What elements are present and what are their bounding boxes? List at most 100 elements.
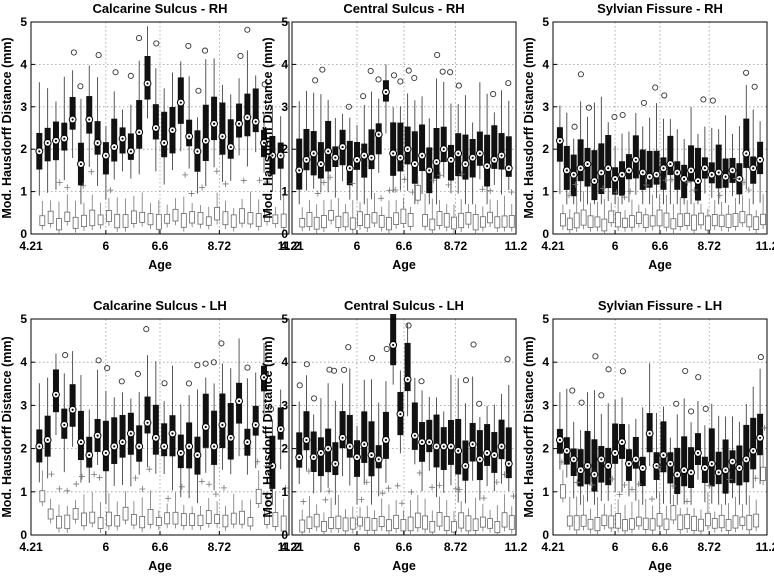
box (635, 211, 642, 224)
outlier-marker (609, 475, 616, 482)
outlier-marker (445, 181, 452, 188)
y-tick-label: 3 (20, 398, 27, 412)
outlier-marker (320, 179, 327, 186)
median-dot (593, 473, 596, 476)
outlier-marker (588, 482, 595, 489)
outlier-marker (78, 473, 85, 480)
box (357, 211, 363, 226)
y-axis-label: Mod. Hausdorff Distance (mm) (522, 336, 536, 517)
chart-title: Sylvian Fissure - LH (598, 298, 722, 313)
outlier-marker (95, 52, 102, 59)
box (580, 514, 587, 527)
outlier-marker (709, 97, 716, 104)
outlier-marker (458, 171, 465, 178)
box (255, 488, 262, 505)
box (711, 214, 718, 227)
outlier-marker (305, 468, 312, 475)
box (296, 432, 303, 468)
box (205, 216, 212, 226)
median-dot (355, 456, 359, 459)
outlier-marker (673, 400, 680, 407)
outlier-marker (56, 179, 63, 186)
box (743, 118, 750, 168)
outlier-marker (312, 77, 319, 84)
median-dot (593, 179, 596, 183)
median-dot (384, 438, 388, 442)
box (378, 215, 385, 228)
outlier-marker (378, 195, 385, 202)
outlier-marker (619, 111, 626, 119)
x-axis-label: Age (148, 559, 172, 573)
box (161, 111, 168, 158)
box (64, 211, 71, 222)
median-dot (703, 466, 706, 470)
x-axis-label: Age (648, 559, 672, 573)
x-axis-label: Age (148, 258, 172, 272)
box (139, 211, 146, 223)
median-dot (121, 137, 124, 140)
x-tick-label: 6 (354, 239, 361, 253)
outlier-marker (218, 340, 225, 347)
median-dot (104, 154, 108, 157)
box (325, 120, 332, 172)
outlier-marker (649, 496, 656, 503)
x-tick-label: 6 (102, 540, 109, 554)
median-dot (449, 158, 453, 161)
box (69, 96, 76, 130)
outlier-marker (104, 365, 111, 372)
box (660, 421, 667, 473)
median-dot (758, 158, 762, 161)
box (462, 440, 469, 481)
box (222, 211, 229, 226)
median-dot (745, 152, 748, 155)
median-dot (710, 173, 713, 176)
median-dot (662, 167, 665, 170)
outlier-marker (139, 485, 146, 492)
x-tick-label: 8.72 (208, 540, 232, 554)
box (239, 510, 245, 525)
outlier-marker (479, 186, 486, 193)
box (272, 512, 279, 527)
box (114, 515, 121, 527)
outlier-marker (367, 67, 374, 74)
median-dot (449, 445, 453, 448)
box (230, 512, 237, 525)
median-dot (579, 469, 582, 472)
y-tick-label: 2 (281, 442, 288, 456)
box (144, 396, 151, 434)
box (407, 516, 414, 532)
box (197, 514, 204, 527)
median-dot (572, 458, 575, 461)
median-dot (384, 90, 388, 94)
outlier-marker (504, 356, 511, 363)
box (214, 207, 220, 221)
box (39, 215, 46, 226)
outlier-marker (611, 113, 618, 121)
median-dot (717, 471, 720, 474)
box (64, 514, 71, 530)
outlier-marker (501, 471, 508, 478)
median-dot (586, 162, 589, 166)
box (491, 125, 498, 169)
box (404, 342, 411, 392)
box (451, 216, 457, 230)
x-tick-label: 6.6 (396, 540, 413, 554)
outlier-marker (571, 123, 578, 130)
median-dot (745, 458, 748, 461)
median-dot (229, 436, 232, 439)
box (155, 213, 162, 230)
median-dot (54, 393, 58, 396)
x-tick-label: 6.6 (396, 239, 413, 253)
median-dot (683, 469, 686, 472)
outlier-marker (752, 475, 759, 482)
y-tick-label: 3 (20, 100, 27, 114)
box (577, 139, 584, 182)
y-tick-label: 4 (542, 57, 549, 71)
median-dot (493, 158, 496, 161)
box (458, 512, 465, 529)
median-dot (752, 449, 755, 452)
outlier-marker (210, 359, 217, 366)
y-tick-label: 2 (20, 142, 27, 156)
median-dot (710, 462, 713, 465)
median-dot (655, 173, 658, 176)
